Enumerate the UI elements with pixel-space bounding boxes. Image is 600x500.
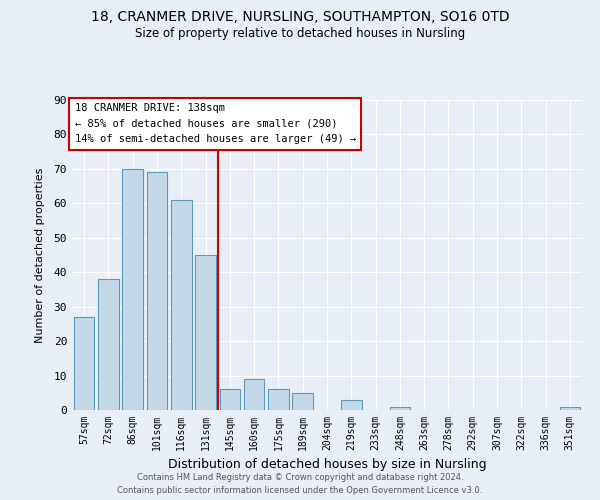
Bar: [98, 279, 119, 410]
Bar: [195, 255, 216, 410]
Bar: [560, 406, 580, 410]
X-axis label: Distribution of detached houses by size in Nursling: Distribution of detached houses by size …: [167, 458, 487, 471]
Bar: [244, 379, 265, 410]
Bar: [74, 317, 94, 410]
Bar: [341, 400, 362, 410]
Bar: [220, 390, 240, 410]
Text: Contains HM Land Registry data © Crown copyright and database right 2024.
Contai: Contains HM Land Registry data © Crown c…: [118, 474, 482, 495]
Bar: [146, 172, 167, 410]
Bar: [389, 406, 410, 410]
Bar: [171, 200, 191, 410]
Bar: [122, 169, 143, 410]
Text: 18, CRANMER DRIVE, NURSLING, SOUTHAMPTON, SO16 0TD: 18, CRANMER DRIVE, NURSLING, SOUTHAMPTON…: [91, 10, 509, 24]
Text: 18 CRANMER DRIVE: 138sqm
← 85% of detached houses are smaller (290)
14% of semi-: 18 CRANMER DRIVE: 138sqm ← 85% of detach…: [74, 103, 356, 144]
Text: Size of property relative to detached houses in Nursling: Size of property relative to detached ho…: [135, 28, 465, 40]
Y-axis label: Number of detached properties: Number of detached properties: [35, 168, 46, 342]
Bar: [268, 390, 289, 410]
Bar: [292, 393, 313, 410]
